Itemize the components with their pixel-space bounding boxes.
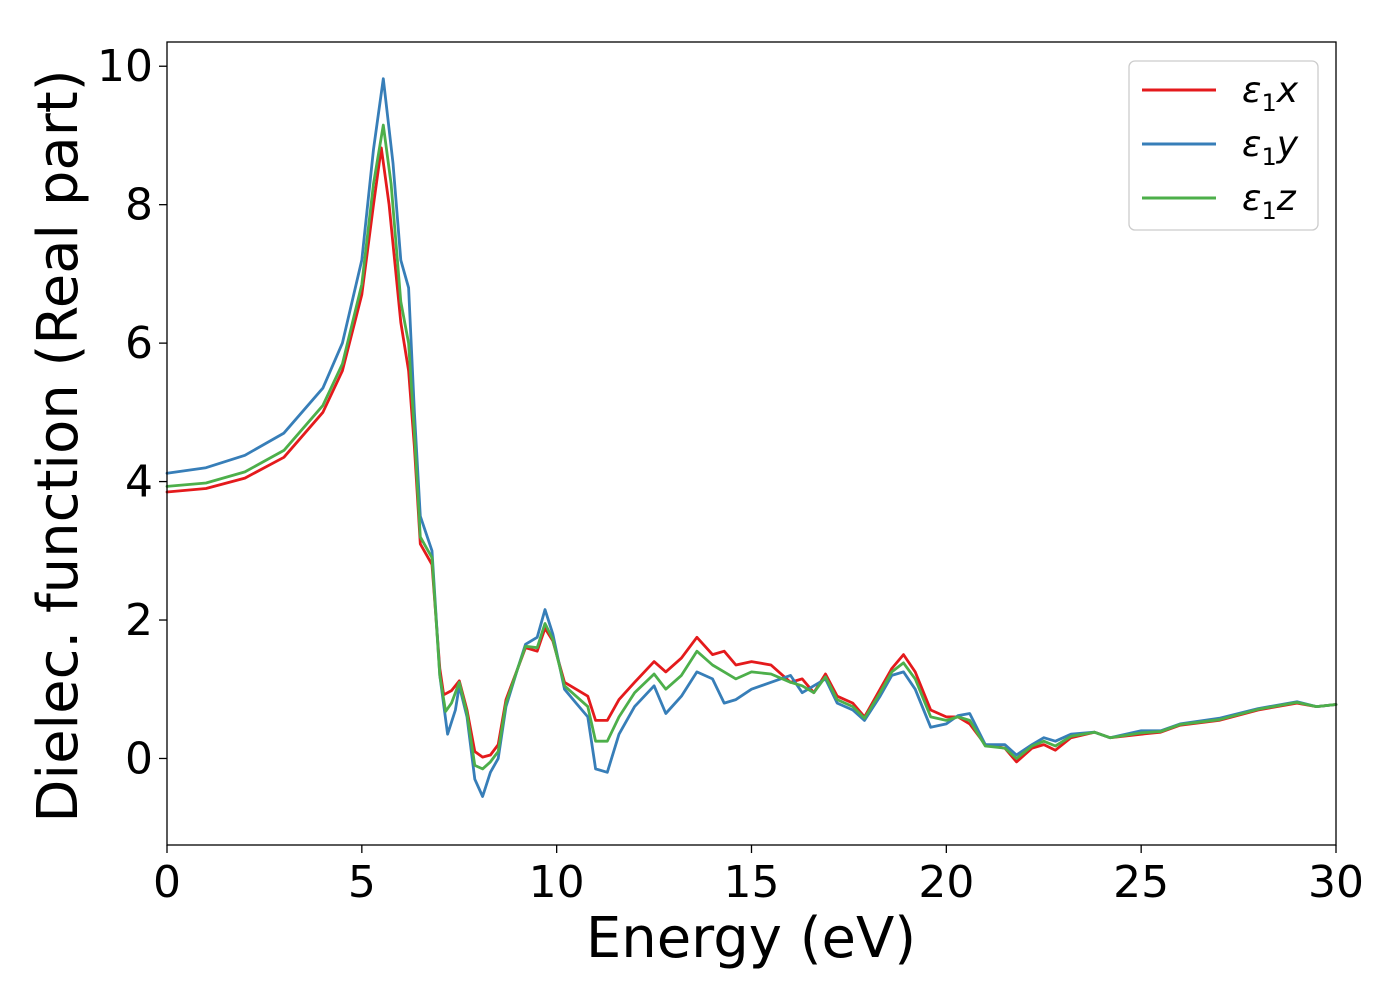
legend-label-x: ε1x xyxy=(1242,70,1299,117)
x-tick-label: 20 xyxy=(918,857,974,908)
series-line-z xyxy=(165,123,1338,771)
x-tick-label: 25 xyxy=(1113,857,1169,908)
y-tick-label: 0 xyxy=(125,733,153,784)
y-tick-label: 2 xyxy=(125,595,153,646)
y-tick-label: 10 xyxy=(97,41,153,92)
y-tick-label: 4 xyxy=(125,457,153,508)
y-axis-label: Dielec. function (Real part) xyxy=(26,69,91,822)
series-layer xyxy=(165,77,1338,798)
legend-label-y: ε1y xyxy=(1242,124,1299,171)
axes-layer: 0 5 10 15 20 25 30 0 2 4 6 8 10 xyxy=(97,41,1364,908)
x-tick-label: 15 xyxy=(724,857,780,908)
y-tick-label: 8 xyxy=(125,180,153,231)
legend-label-z: ε1z xyxy=(1242,178,1297,225)
x-tick-label: 0 xyxy=(153,857,181,908)
series-line-x xyxy=(165,146,1338,764)
x-tick-label: 5 xyxy=(348,857,376,908)
x-tick-label: 30 xyxy=(1308,857,1364,908)
x-tick-label: 10 xyxy=(529,857,585,908)
x-axis-label: Energy (eV) xyxy=(586,906,916,971)
y-tick-label: 6 xyxy=(125,318,153,369)
legend: ε1x ε1y ε1z xyxy=(1128,60,1319,231)
legend-box xyxy=(1128,60,1319,231)
